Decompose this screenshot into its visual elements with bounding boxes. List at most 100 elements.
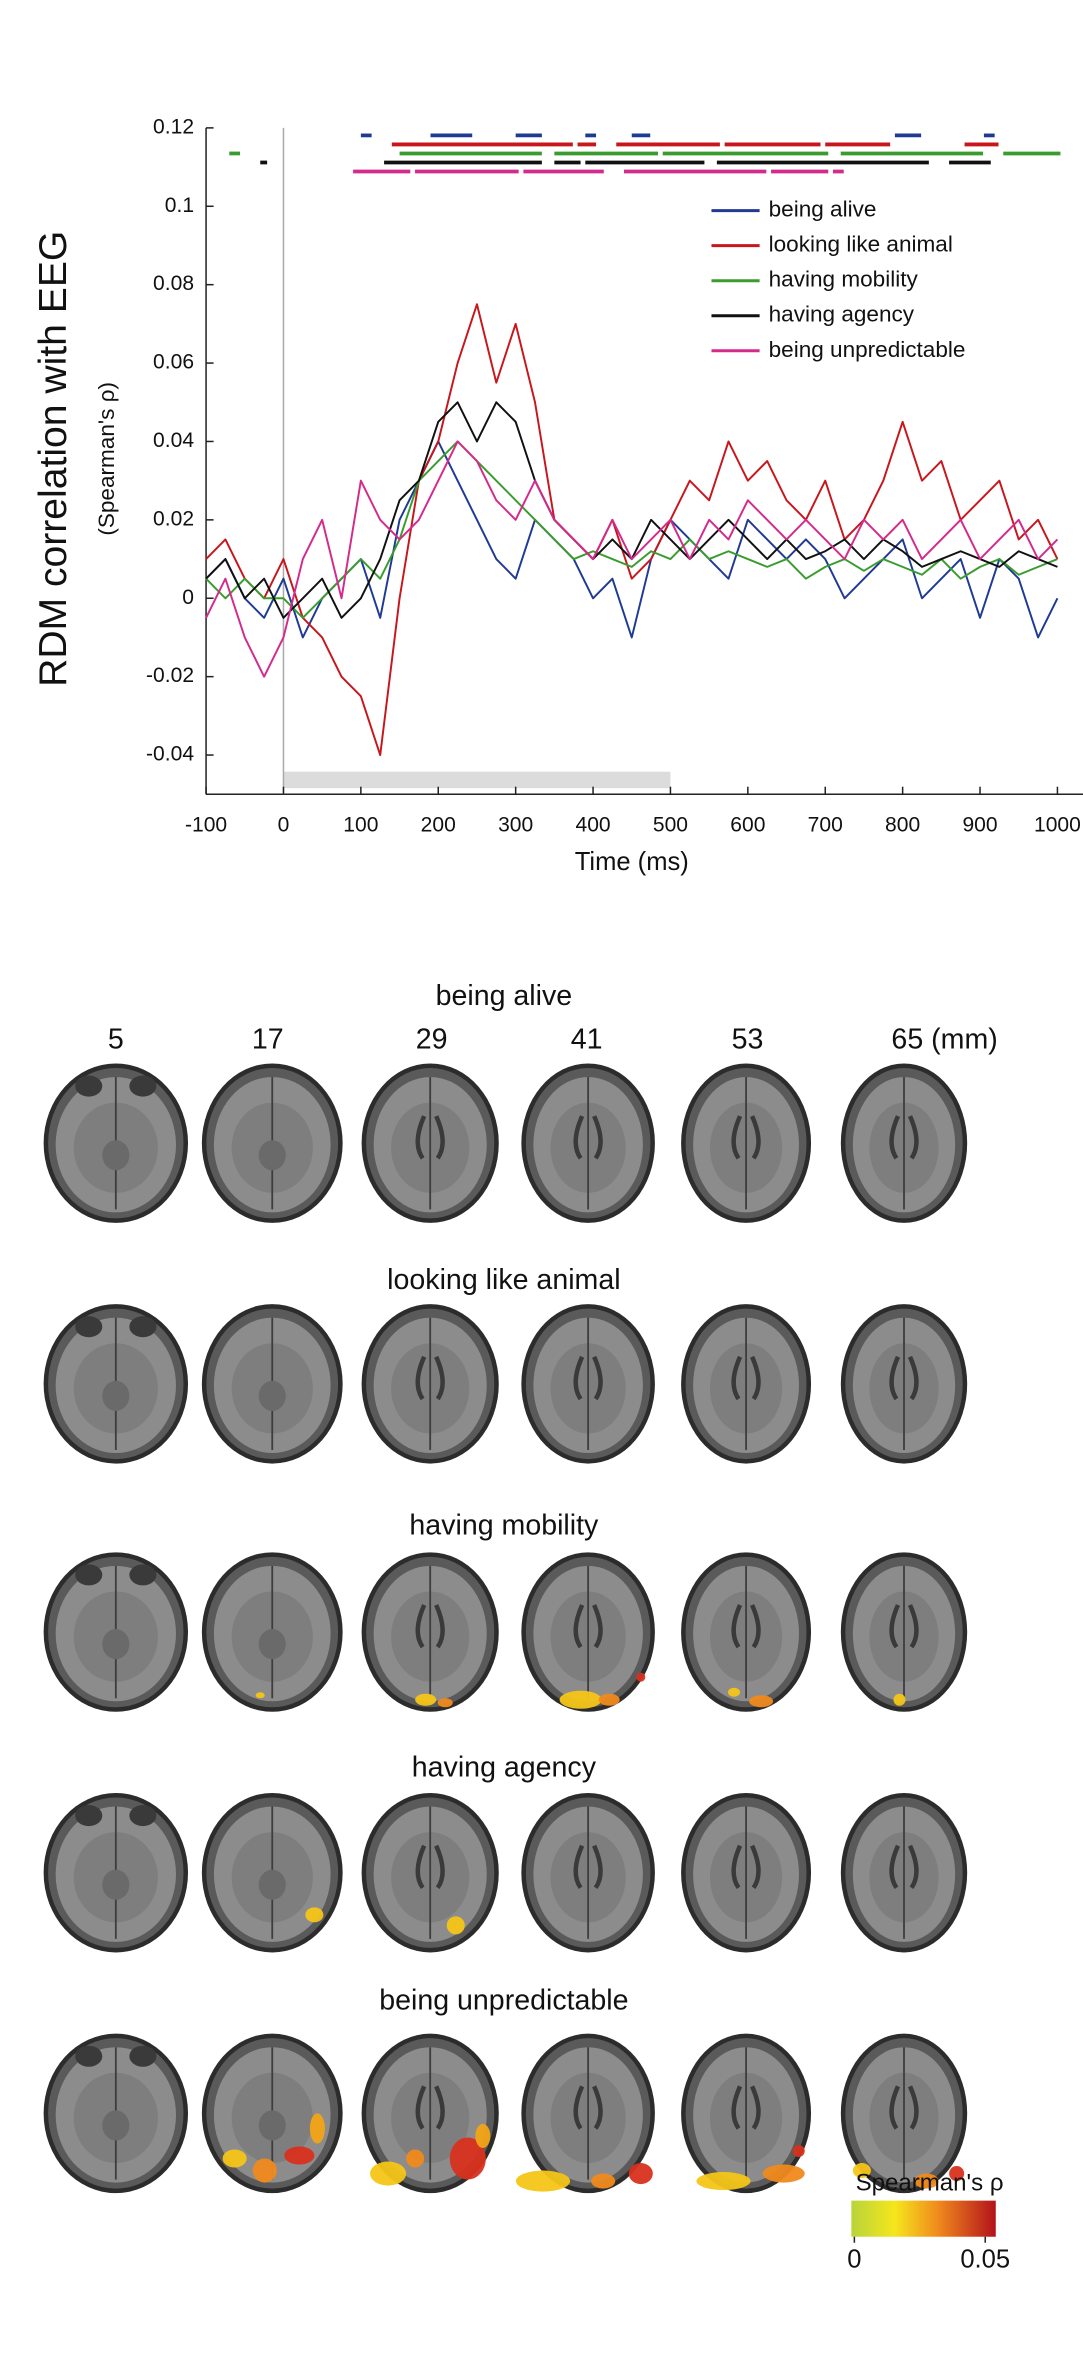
ventricle (889, 2085, 919, 2130)
ventricle (573, 1355, 603, 1401)
series-line (205, 303, 1059, 757)
ventricle (731, 2085, 761, 2130)
legend-label: being alive (769, 197, 877, 222)
y-tick-label: 0.06 (153, 351, 194, 374)
brainstem (258, 1380, 286, 1411)
brain-slice (521, 1063, 655, 1223)
y-tick-label: 0.08 (153, 272, 194, 295)
series-line (205, 440, 1058, 619)
brain-slice (521, 1552, 655, 1712)
eye (129, 2045, 157, 2067)
activation (305, 1907, 324, 1923)
x-tick-label: 400 (575, 813, 610, 836)
eye (75, 2045, 103, 2067)
x-tick-label: 900 (962, 813, 997, 836)
row-title: being alive (436, 980, 573, 1012)
brain-slice (521, 1793, 655, 1953)
activation (437, 1698, 453, 1708)
brainstem (258, 1869, 286, 1900)
y-tick-label: -0.02 (146, 664, 194, 687)
activation (852, 2163, 871, 2179)
activation (914, 2173, 939, 2189)
eye (129, 1805, 157, 1827)
brainstem (258, 2110, 286, 2141)
x-tick-label: 800 (885, 813, 920, 836)
ventricle (415, 1844, 445, 1890)
legend-label: looking like animal (769, 232, 953, 257)
activation (370, 2161, 407, 2186)
eye (129, 1564, 157, 1586)
eye (129, 1075, 157, 1097)
ventricle (731, 1604, 761, 1649)
row-title: looking like animal (387, 1264, 620, 1296)
x-axis-label: Time (ms) (575, 848, 689, 876)
slice-depth-label: 5 (108, 1023, 124, 1055)
ventricle (573, 1604, 603, 1649)
brainstem (102, 1869, 130, 1900)
activation (598, 1693, 620, 1706)
row-title: having agency (412, 1751, 597, 1783)
colorbar (851, 2200, 996, 2237)
x-tick-label: 1000 (1034, 813, 1081, 836)
y-tick-label: 0.1 (165, 194, 194, 217)
ventricle (889, 1604, 919, 1649)
brain-slice (201, 2033, 343, 2194)
brain-slice (43, 1552, 189, 1712)
activation (255, 1692, 265, 1699)
ventricle (415, 2085, 445, 2130)
brain-slice (361, 1063, 499, 1223)
activation (636, 1672, 646, 1682)
brainstem (258, 1629, 286, 1660)
brainstem (102, 1629, 130, 1660)
brain-slice (840, 2033, 968, 2194)
activation (728, 1687, 741, 1697)
activation (893, 1693, 906, 1706)
eye (75, 1564, 103, 1586)
y-tick-label: -0.04 (146, 743, 194, 766)
activation (446, 1916, 465, 1935)
activation (284, 2146, 315, 2165)
eye (75, 1805, 103, 1827)
x-tick-label: 100 (343, 813, 378, 836)
x-tick-label: 300 (498, 813, 533, 836)
brain-slice (681, 1552, 812, 1712)
brain-slice (840, 1793, 968, 1953)
x-tick-label: 600 (730, 813, 765, 836)
y-tick-label: 0.12 (153, 115, 194, 138)
brain-slice (840, 1552, 968, 1712)
brain-slice (201, 1552, 343, 1712)
brain-slice (43, 1063, 189, 1223)
ventricle (415, 1355, 445, 1401)
ventricle (415, 1604, 445, 1649)
brainstem (258, 1140, 286, 1171)
slice-depth-label: 17 (252, 1023, 284, 1055)
brain-slice (361, 1552, 499, 1712)
ventricle (415, 1115, 445, 1160)
x-tick-label: 500 (653, 813, 688, 836)
brain-slice (43, 1793, 189, 1953)
activation (762, 2164, 805, 2183)
activation (696, 2172, 751, 2191)
brain-slice (840, 1063, 968, 1223)
activation (252, 2158, 277, 2183)
brainstem (102, 2110, 130, 2141)
y-tick-label: 0.02 (153, 507, 194, 530)
activation (406, 2149, 425, 2168)
slice-depth-label: 29 (416, 1023, 448, 1055)
colorbar-tick-label: 0 (847, 2246, 861, 2274)
activation (222, 2149, 247, 2168)
activation (949, 2166, 965, 2182)
brain-slice (43, 1304, 189, 1464)
activation (449, 2137, 486, 2180)
brain-slice (521, 1304, 655, 1464)
slice-depth-label: 53 (732, 1023, 764, 1055)
ventricle (889, 1115, 919, 1160)
legend-label: having agency (769, 302, 915, 327)
x-tick-label: 0 (278, 813, 290, 836)
series-line (205, 440, 1059, 639)
ventricle (573, 2085, 603, 2130)
x-tick-label: 700 (808, 813, 843, 836)
brain-slice (201, 1063, 343, 1223)
legend-label: being unpredictable (769, 337, 966, 362)
